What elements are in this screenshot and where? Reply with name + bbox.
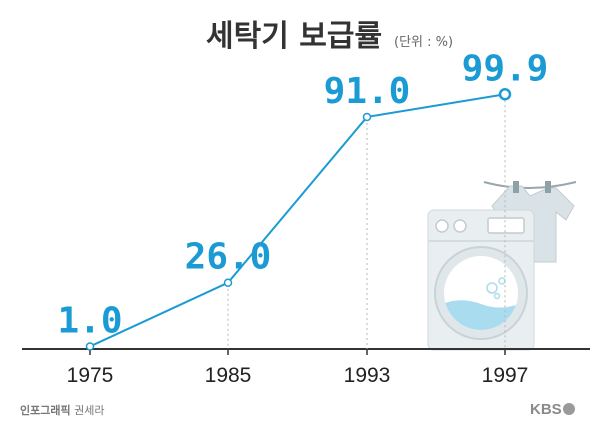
data-label: 1.0 (57, 300, 122, 341)
credit-name: 권세라 (74, 404, 104, 417)
data-point (223, 278, 233, 287)
data-point (85, 342, 95, 351)
x-tick-label: 1993 (344, 364, 391, 387)
brand-logo: KBS (530, 401, 562, 418)
data-label: 99.9 (462, 48, 549, 89)
unit-label: (단위 : %) (394, 35, 453, 50)
brand-mark-icon (563, 403, 575, 415)
x-tick-label: 1997 (482, 364, 529, 387)
chart-title: 세탁기 보급률 (206, 19, 382, 54)
credit: 인포그래픽 권세라 (20, 403, 104, 417)
x-tick-label: 1985 (205, 364, 252, 387)
series-line (89, 93, 506, 348)
data-point (362, 112, 372, 122)
credit-bold: 인포그래픽 (20, 403, 71, 417)
data-point (498, 88, 512, 101)
x-tick-label: 1975 (67, 364, 114, 387)
data-label: 26.0 (185, 237, 272, 278)
washing-machine-icon (427, 209, 535, 351)
data-label: 91.0 (324, 71, 411, 112)
